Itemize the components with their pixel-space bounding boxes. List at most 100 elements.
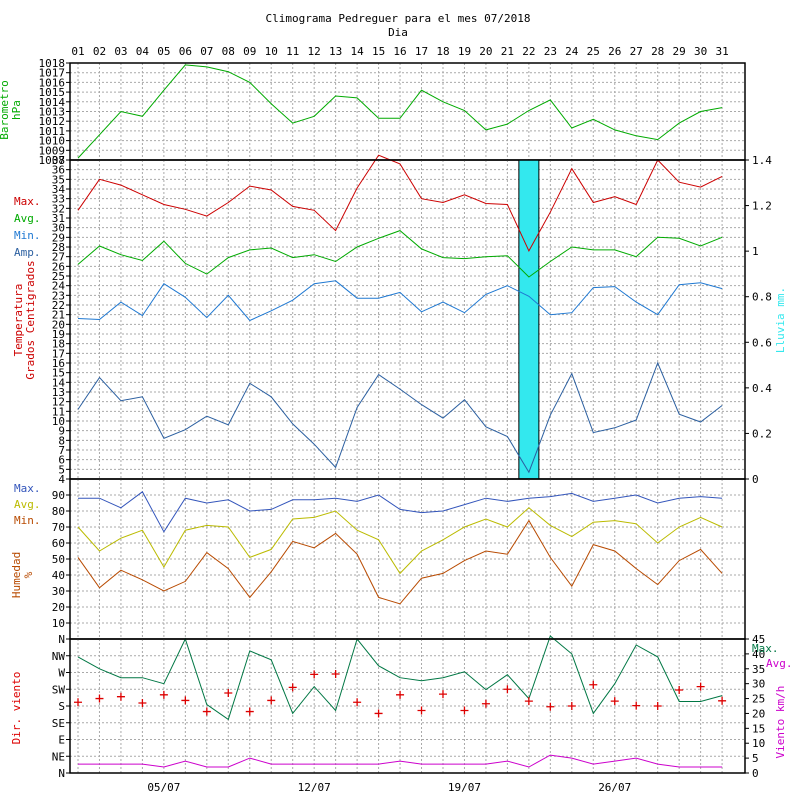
temp-line-avg [77, 230, 723, 278]
hum-tick-70: 70 [52, 521, 65, 534]
temp-tick-28: 28 [52, 241, 65, 254]
temp-legend-max: Max. [14, 195, 41, 208]
humidity-panel: 10 20 30 40 50 60 70 80 90 Max. Avg. Min. Humedad% [10, 478, 746, 640]
temp-tick-9: 9 [58, 425, 65, 438]
day-label-22: 22 [522, 45, 535, 58]
hum-tick-80: 80 [52, 505, 65, 518]
temp-tick-37: 37 [52, 154, 65, 167]
rain-ylabel: Lluvia mm. [774, 287, 787, 353]
wind-dir-marker-day-2 [95, 694, 104, 703]
hum-line-avg [77, 507, 723, 575]
temp-tick-8: 8 [58, 434, 65, 447]
temp-tick-6: 6 [58, 454, 65, 467]
x-axis-title: Dia [388, 26, 408, 39]
pressure-ylabel-1: Barometro [0, 80, 11, 140]
pressure-tick-1010: 1010 [39, 135, 66, 148]
rain-tick-0.6: 0.6 [752, 336, 772, 349]
wind-speed-tick-20: 20 [752, 707, 765, 720]
wind-speed-tick-5: 5 [752, 752, 759, 765]
wind-speed-tick-35: 35 [752, 663, 765, 676]
day-tick-labels: 01 02 03 04 05 06 07 08 09 10 11 12 13 14 15 16 17 18 19 20… [71, 45, 728, 58]
day-label-24: 24 [565, 45, 579, 58]
wind-dir-marker-day-7 [202, 707, 211, 716]
day-label-07: 07 [200, 45, 213, 58]
pressure-tick-1018: 1018 [39, 57, 66, 70]
temp-ylabel-1: Temperatura [12, 284, 25, 357]
wind-dir-marker-day-25 [589, 680, 598, 689]
hum-tick-60: 60 [52, 537, 65, 550]
wind-speed-tick-15: 15 [752, 722, 765, 735]
rain-tick-1: 1 [752, 245, 759, 258]
rain-tick-1.4: 1.4 [752, 154, 772, 167]
hum-tick-10: 10 [52, 617, 65, 630]
rain-tick-0.8: 0.8 [752, 291, 772, 304]
temp-tick-10: 10 [52, 415, 65, 428]
temp-tick-17: 17 [52, 347, 65, 360]
wind-speed-tick-25: 25 [752, 693, 765, 706]
day-label-01: 01 [71, 45, 84, 58]
temp-tick-7: 7 [58, 444, 65, 457]
temp-tick-13: 13 [52, 386, 65, 399]
day-label-13: 13 [329, 45, 342, 58]
day-label-25: 25 [587, 45, 600, 58]
wind-dir-marker-day-14 [353, 698, 362, 707]
day-label-16: 16 [393, 45, 406, 58]
temp-tick-11: 11 [52, 405, 65, 418]
rain-tick-0.4: 0.4 [752, 382, 772, 395]
wind-speed-tick-0: 0 [752, 767, 759, 780]
rain-tick-0.2: 0.2 [752, 427, 772, 440]
hum-line-max [78, 491, 723, 533]
day-label-03: 03 [114, 45, 127, 58]
wind-dir-marker-day-30 [696, 682, 705, 691]
pressure-tick-1012: 1012 [39, 115, 66, 128]
temp-tick-30: 30 [52, 222, 65, 235]
wind-dir-marker-day-22 [524, 697, 533, 706]
pressure-tick-1016: 1016 [39, 76, 66, 89]
pressure-line [77, 64, 723, 159]
wind-legend-max: Max. [752, 642, 779, 655]
pressure-tick-1011: 1011 [39, 125, 66, 138]
hum-legend-min: Min. [14, 514, 41, 527]
rain-tick-1.2: 1.2 [752, 200, 772, 213]
day-label-10: 10 [265, 45, 278, 58]
wind-dir-marker-day-19 [460, 706, 469, 715]
day-label-21: 21 [501, 45, 514, 58]
wind-dir-marker-day-28 [653, 702, 662, 710]
day-label-23: 23 [544, 45, 557, 58]
temp-tick-23: 23 [52, 289, 65, 302]
day-label-28: 28 [651, 45, 664, 58]
temp-tick-34: 34 [52, 183, 66, 196]
wind-dir-tick-3: SE [52, 717, 65, 730]
wind-dir-marker-day-1 [74, 698, 82, 707]
wind-dir-marker-day-15 [374, 709, 383, 718]
temp-tick-5: 5 [58, 463, 65, 476]
temp-line-max [77, 154, 723, 253]
temp-tick-21: 21 [52, 309, 65, 322]
day-label-18: 18 [436, 45, 449, 58]
wind-y2label: Viento km/h [774, 686, 787, 759]
wind-dir-marker-day-24 [567, 702, 576, 710]
wind-dir-tick-2: E [58, 734, 65, 747]
temp-legend-min: Min. [14, 229, 41, 242]
wind-speed-tick-10: 10 [752, 737, 765, 750]
day-label-11: 11 [286, 45, 299, 58]
hum-tick-30: 30 [52, 585, 65, 598]
temp-tick-16: 16 [52, 357, 65, 370]
hum-ylabel-2: % [22, 571, 35, 578]
day-label-31: 31 [715, 45, 728, 58]
wind-speed-tick-40: 40 [752, 648, 765, 661]
rain-bar-day-22 [518, 159, 540, 480]
wind-dir-marker-day-9 [245, 707, 254, 716]
day-label-14: 14 [350, 45, 364, 58]
wind-dir-marker-day-27 [632, 701, 641, 710]
temp-line-amp [77, 361, 723, 474]
temp-tick-31: 31 [52, 212, 65, 225]
hum-tick-20: 20 [52, 601, 65, 614]
wind-dir-marker-day-29 [675, 685, 684, 694]
day-label-30: 30 [694, 45, 707, 58]
wind-dir-marker-day-16 [396, 690, 405, 699]
temp-tick-4: 4 [58, 473, 65, 486]
temp-line-min [77, 280, 723, 322]
